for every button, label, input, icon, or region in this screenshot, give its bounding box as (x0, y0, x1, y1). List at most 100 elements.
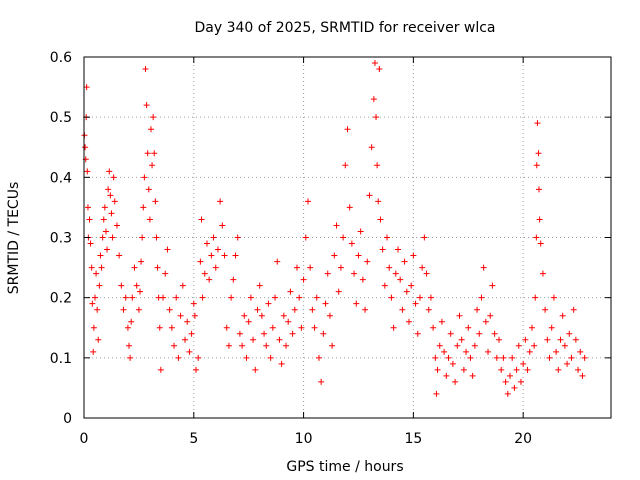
data-point (126, 342, 133, 349)
data-point (471, 342, 478, 349)
data-point (322, 300, 329, 307)
data-point (221, 252, 228, 259)
data-point (164, 246, 171, 253)
data-point (95, 336, 102, 343)
data-point (542, 306, 549, 313)
data-point (454, 342, 461, 349)
data-point (467, 354, 474, 361)
data-point (375, 198, 382, 205)
data-point (403, 288, 410, 295)
data-point (212, 264, 219, 271)
data-point (408, 282, 415, 289)
data-point (577, 348, 584, 355)
data-point (381, 282, 388, 289)
data-point (421, 234, 428, 241)
data-point (524, 366, 531, 373)
data-point (579, 372, 586, 379)
chart-title: Day 340 of 2025, SRMTID for receiver wlc… (194, 20, 495, 36)
data-point (443, 372, 450, 379)
data-point (89, 300, 96, 307)
data-point (263, 342, 270, 349)
data-point (534, 120, 541, 127)
data-point (291, 306, 298, 313)
y-tick-label: 0.4 (50, 170, 72, 186)
data-point (401, 258, 408, 265)
data-point (384, 234, 391, 241)
data-point (419, 264, 426, 271)
data-point (485, 348, 492, 355)
x-tick-label: 0 (80, 431, 89, 447)
data-point (311, 324, 318, 331)
data-point (199, 294, 206, 301)
data-point (149, 162, 156, 169)
data-point (346, 204, 353, 211)
data-point (307, 264, 314, 271)
data-point (427, 294, 434, 301)
data-point (133, 282, 140, 289)
data-point (296, 294, 303, 301)
data-point (410, 252, 417, 259)
data-point (230, 276, 237, 283)
data-point (496, 336, 503, 343)
data-point (91, 294, 98, 301)
data-point (513, 366, 520, 373)
data-point (572, 336, 579, 343)
data-point (274, 258, 281, 265)
data-point (184, 318, 191, 325)
data-point (376, 66, 383, 73)
data-point (326, 312, 333, 319)
data-point (353, 300, 360, 307)
data-point (377, 216, 384, 223)
data-point (425, 306, 432, 313)
data-point (152, 198, 159, 205)
data-point (302, 234, 309, 241)
data-point (182, 336, 189, 343)
data-point (156, 324, 163, 331)
data-point (192, 366, 199, 373)
x-tick-label: 15 (404, 431, 422, 447)
data-point (144, 150, 151, 157)
data-point (153, 234, 160, 241)
data-point (351, 270, 358, 277)
data-point (190, 300, 197, 307)
data-point (201, 270, 208, 277)
data-point (373, 114, 380, 121)
data-point (145, 186, 152, 193)
data-point (283, 342, 290, 349)
data-point (113, 222, 120, 229)
data-point (392, 270, 399, 277)
data-point (423, 270, 430, 277)
data-point (261, 330, 268, 337)
data-point (414, 330, 421, 337)
data-point (198, 216, 205, 223)
data-point (143, 102, 150, 109)
data-point (348, 240, 355, 247)
data-point (504, 390, 511, 397)
data-point (476, 330, 483, 337)
data-point (108, 210, 115, 217)
data-point (436, 342, 443, 349)
y-tick-label: 0.3 (50, 231, 72, 247)
data-point (96, 282, 103, 289)
data-point (98, 264, 105, 271)
y-tick-labels: 0 0.1 0.2 0.3 0.4 0.5 0.6 (50, 50, 72, 427)
data-point (515, 342, 522, 349)
data-point (374, 162, 381, 169)
data-point (528, 324, 535, 331)
data-point (162, 270, 169, 277)
data-point (217, 198, 224, 205)
data-point (94, 306, 101, 313)
data-point (83, 84, 90, 91)
data-point (379, 246, 386, 253)
data-point (139, 234, 146, 241)
data-point (399, 306, 406, 313)
data-point (526, 348, 533, 355)
data-point (533, 162, 540, 169)
data-point (136, 288, 143, 295)
grid-lines (84, 57, 611, 418)
data-point (564, 360, 571, 367)
data-point (120, 306, 127, 313)
data-point (111, 198, 118, 205)
data-point (124, 324, 131, 331)
data-point (333, 222, 340, 229)
